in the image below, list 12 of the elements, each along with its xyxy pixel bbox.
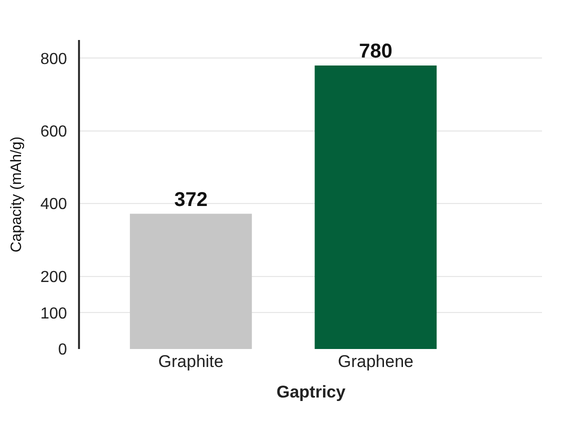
y-axis-title: Capacity (mAh/g) <box>8 136 26 252</box>
y-tick-label: 0 <box>58 342 68 359</box>
y-tick-label: 800 <box>40 50 68 68</box>
y-tick-label: 200 <box>40 268 68 286</box>
y-tick-label: 400 <box>40 196 68 214</box>
data-label: 780 <box>358 40 392 62</box>
x-tick-label: Graphite <box>158 352 224 371</box>
x-axis-title: Gaptricy <box>276 382 346 402</box>
data-label: 372 <box>174 188 208 211</box>
y-tick-label: 100 <box>40 305 68 322</box>
y-tick-label: 600 <box>40 123 68 140</box>
x-tick-label: Graphene <box>338 352 414 371</box>
